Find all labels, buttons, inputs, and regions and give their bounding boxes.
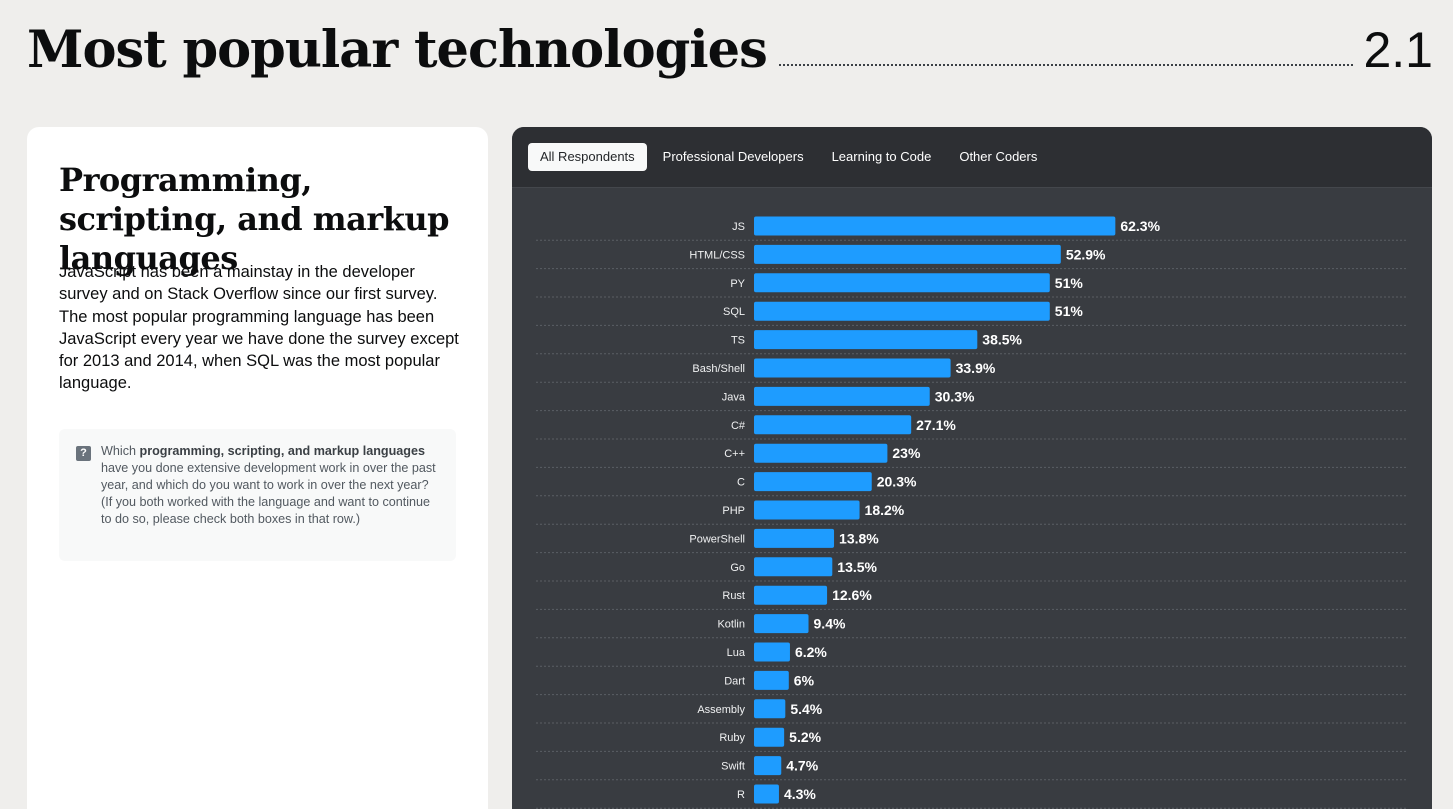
category-label-py: PY (730, 278, 745, 290)
category-label-php: PHP (722, 505, 745, 517)
bar-chart: JS 62.3% HTML/CSS 52.9% PY 51% SQL 51% TS 38.5% Ba… (536, 216, 1408, 809)
category-label-dart: Dart (724, 675, 745, 687)
value-label-py: 51% (1055, 275, 1084, 291)
value-label-java: 30.3% (935, 388, 975, 404)
bar-c[interactable] (754, 443, 888, 463)
value-label-c: 23% (892, 445, 921, 461)
value-label-assembly: 5.4% (790, 701, 822, 717)
bar-powershell[interactable] (754, 528, 835, 548)
bar-ruby[interactable] (754, 727, 785, 747)
value-label-powershell: 13.8% (839, 530, 879, 546)
value-label-dart: 6% (794, 672, 815, 688)
bar-js[interactable] (754, 216, 1116, 236)
bar-java[interactable] (754, 386, 930, 406)
value-label-sql: 51% (1055, 303, 1084, 319)
respondent-tabs: All Respondents Professional Developers … (512, 127, 1432, 188)
category-label-c: C++ (724, 448, 745, 460)
section-header: Most popular technologies 2.1 (27, 18, 1433, 80)
value-label-c: 20.3% (877, 474, 917, 490)
value-label-r: 4.3% (784, 786, 816, 802)
header-dotted-leader (778, 64, 1354, 66)
chart-panel: All Respondents Professional Developers … (512, 127, 1432, 809)
value-label-js: 62.3% (1120, 218, 1160, 234)
value-label-bash-shell: 33.9% (956, 360, 996, 376)
category-label-r: R (737, 789, 745, 801)
bar-py[interactable] (754, 273, 1050, 293)
category-label-assembly: Assembly (697, 704, 745, 716)
category-label-java: Java (722, 391, 746, 403)
value-label-lua: 6.2% (795, 644, 827, 660)
description-card: Programming, scripting, and markup langu… (27, 127, 488, 809)
value-label-go: 13.5% (837, 559, 877, 575)
tab-professional-developers[interactable]: Professional Developers (662, 149, 804, 164)
bar-lua[interactable] (754, 642, 790, 662)
category-label-swift: Swift (721, 761, 745, 773)
category-label-kotlin: Kotlin (717, 619, 745, 631)
bar-sql[interactable] (754, 301, 1050, 321)
bar-ts[interactable] (754, 330, 978, 350)
bar-rust[interactable] (754, 585, 828, 605)
category-label-c: C# (731, 420, 746, 432)
category-label-ts: TS (731, 335, 745, 347)
value-label-html-css: 52.9% (1066, 246, 1106, 262)
category-label-go: Go (730, 562, 745, 574)
bar-kotlin[interactable] (754, 614, 809, 634)
bar-dart[interactable] (754, 670, 789, 690)
value-label-ts: 38.5% (982, 332, 1022, 348)
bar-r[interactable] (754, 784, 779, 804)
bar-html-css[interactable] (754, 244, 1061, 264)
bar-assembly[interactable] (754, 699, 786, 719)
tab-other-coders[interactable]: Other Coders (959, 149, 1038, 164)
category-label-ruby: Ruby (719, 732, 745, 744)
value-label-c: 27.1% (916, 417, 956, 433)
card-description: JavaScript has been a mainstay in the de… (59, 263, 459, 393)
section-number: 2.1 (1363, 22, 1433, 78)
question-prefix: Which (101, 444, 140, 458)
bar-swift[interactable] (754, 756, 782, 776)
value-label-swift: 4.7% (786, 758, 818, 774)
survey-question-box: ? Which programming, scripting, and mark… (59, 429, 456, 561)
category-label-rust: Rust (722, 590, 745, 602)
bar-go[interactable] (754, 557, 833, 577)
category-label-js: JS (732, 221, 745, 233)
bar-bash-shell[interactable] (754, 358, 951, 378)
category-label-html-css: HTML/CSS (689, 249, 745, 261)
bar-c[interactable] (754, 472, 872, 492)
category-label-sql: SQL (723, 306, 745, 318)
question-bold: programming, scripting, and markup langu… (139, 444, 426, 458)
question-icon: ? (76, 446, 91, 461)
bar-php[interactable] (754, 500, 860, 520)
value-label-kotlin: 9.4% (814, 616, 846, 632)
category-label-bash-shell: Bash/Shell (692, 363, 745, 375)
value-label-ruby: 5.2% (789, 729, 821, 745)
tab-learning-to-code[interactable]: Learning to Code (831, 149, 932, 164)
value-label-rust: 12.6% (832, 587, 872, 603)
value-label-php: 18.2% (865, 502, 905, 518)
tab-all-respondents[interactable]: All Respondents (528, 143, 647, 171)
category-label-powershell: PowerShell (689, 533, 745, 545)
category-label-c: C (737, 477, 745, 489)
card-title: Programming, scripting, and markup langu… (59, 161, 450, 277)
page-title: Most popular technologies (27, 20, 768, 80)
survey-question-text: Which programming, scripting, and markup… (101, 443, 441, 528)
question-suffix: have you done extensive development work… (101, 461, 436, 526)
category-label-lua: Lua (727, 647, 746, 659)
bar-c[interactable] (754, 415, 912, 435)
